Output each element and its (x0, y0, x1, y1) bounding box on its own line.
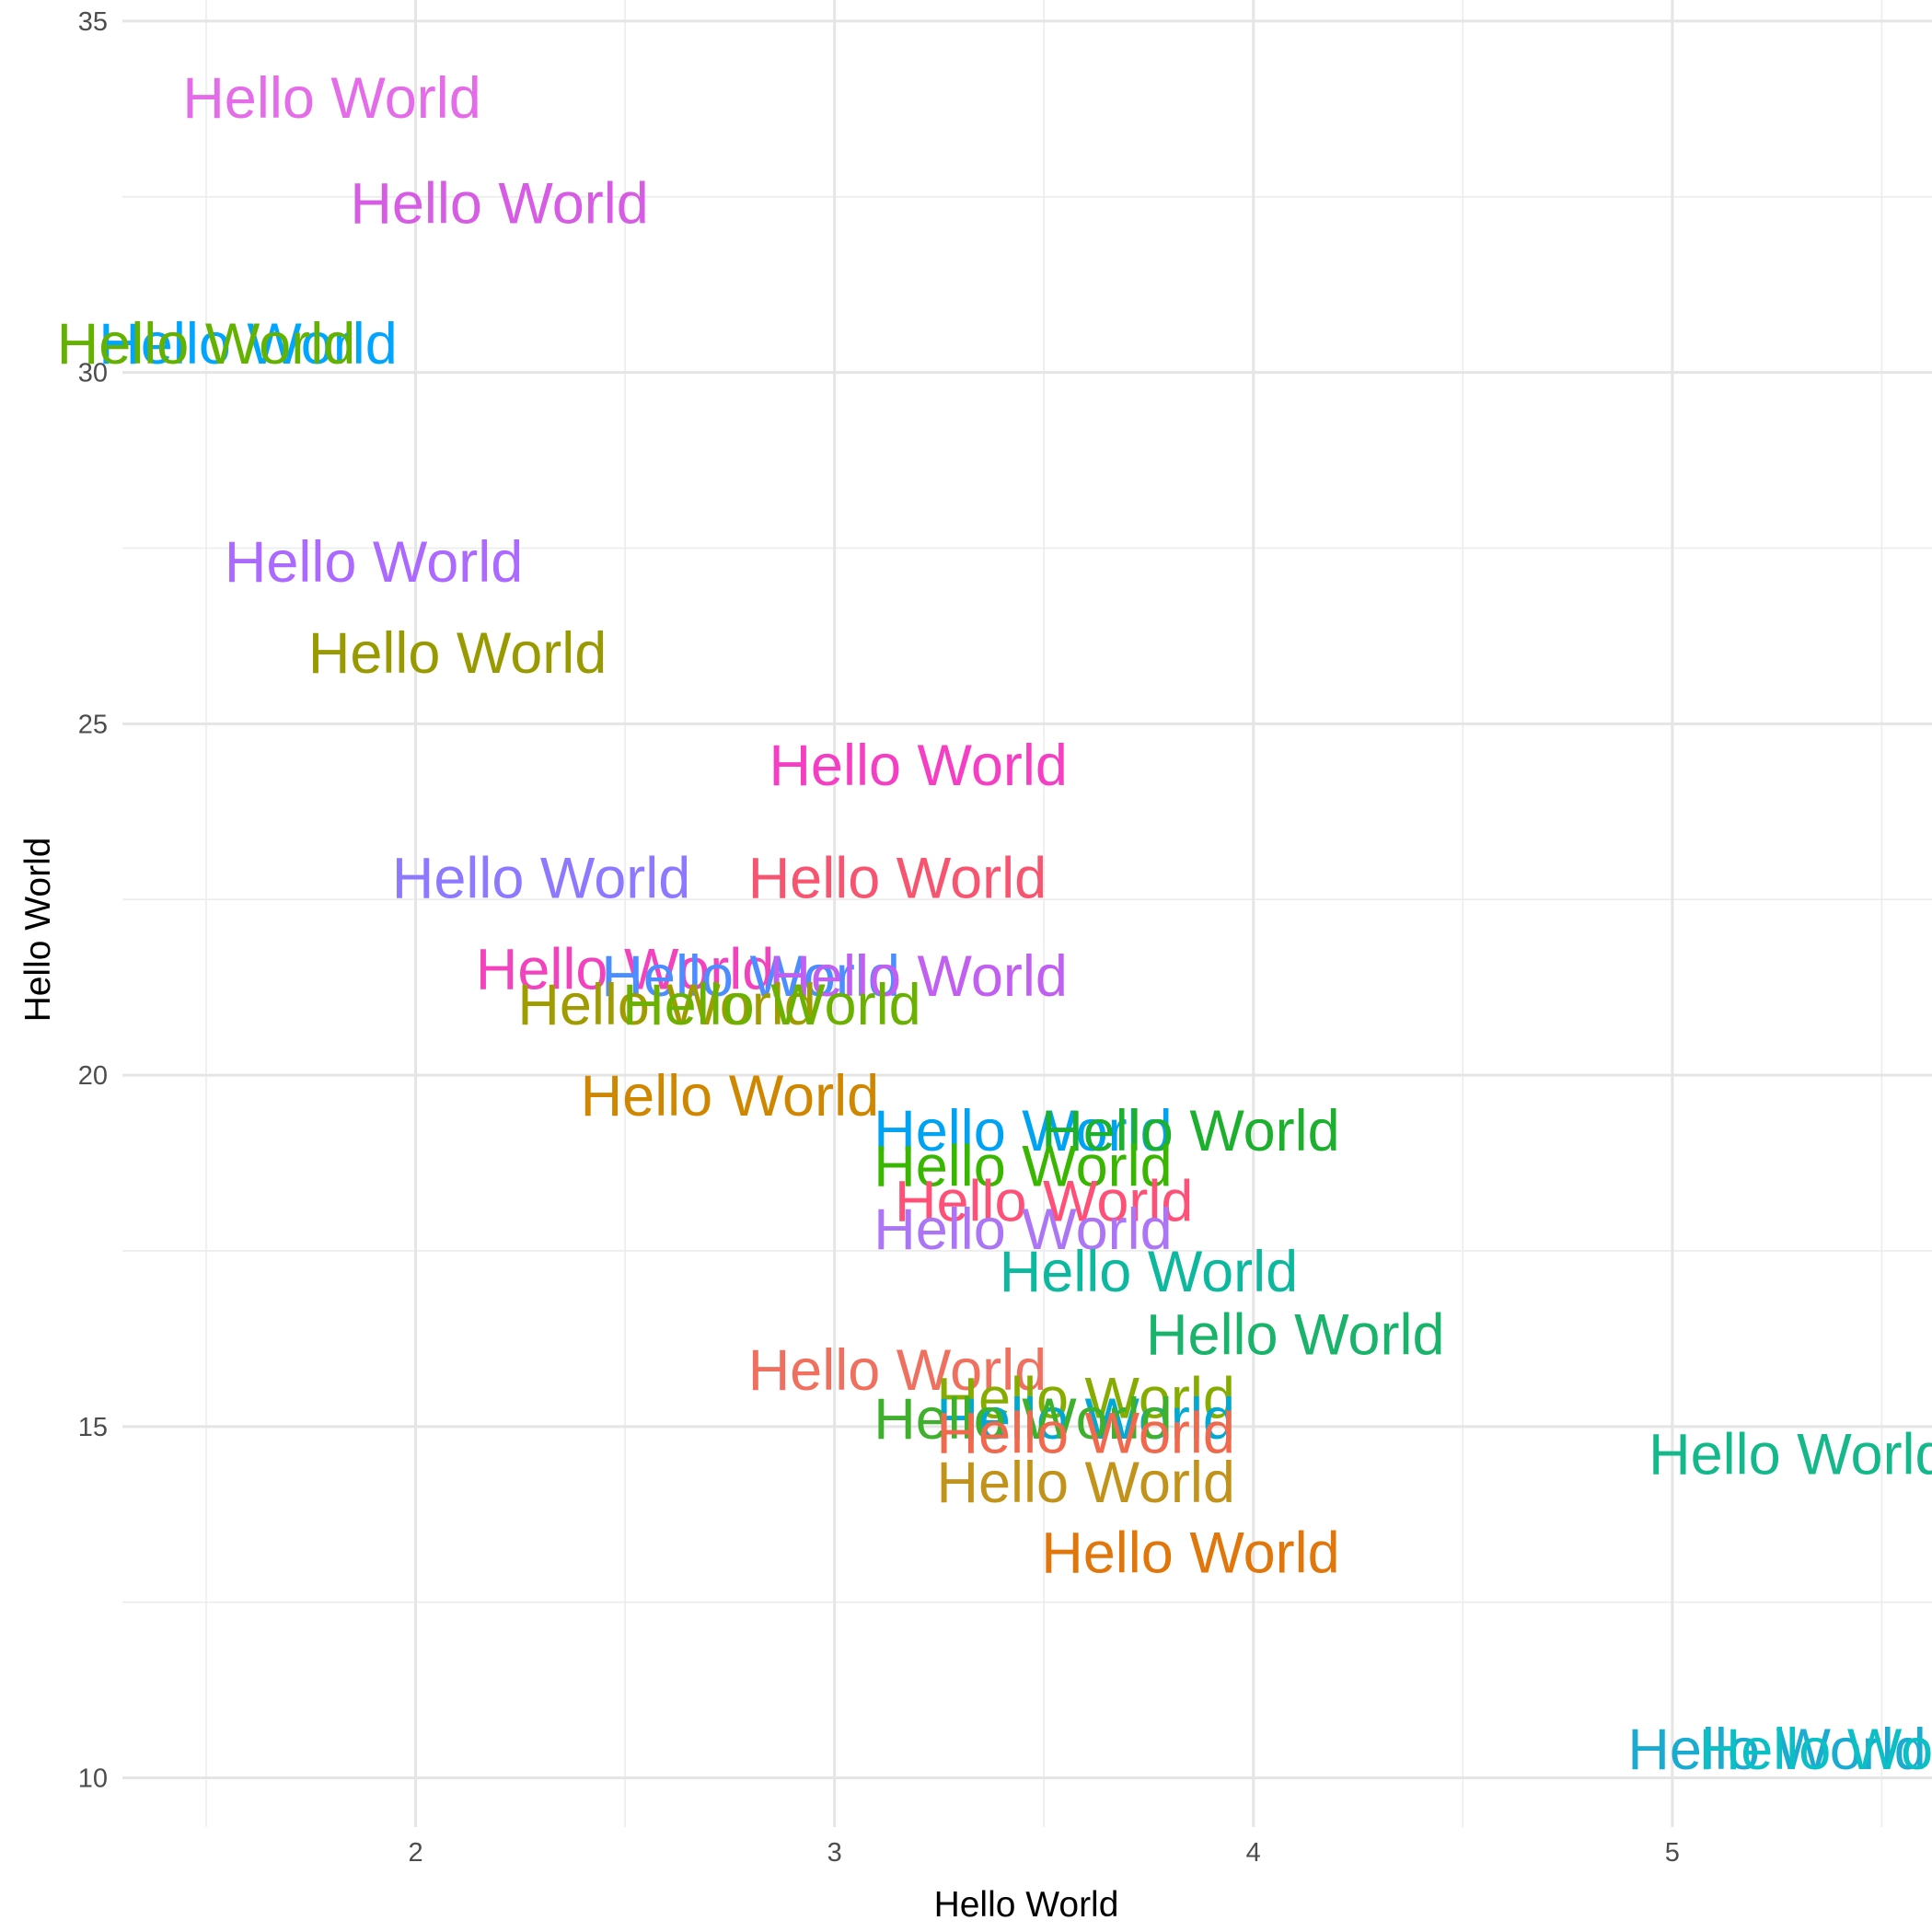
point-label: Hello World (748, 846, 1047, 910)
point-label: Hello World (1041, 1099, 1339, 1163)
minor-gridlines (122, 0, 1932, 1827)
y-tick-label: 15 (78, 1413, 108, 1442)
x-tick-label: 5 (1665, 1838, 1680, 1868)
point-label: Hello World (769, 944, 1067, 1009)
point-label: Hello World (1041, 1521, 1339, 1585)
x-axis-title: Hello World (934, 1885, 1119, 1925)
point-label: Hello World (873, 1134, 1172, 1198)
y-tick-label: 30 (78, 359, 108, 388)
point-label: Hello World (581, 1064, 879, 1128)
point-label: Hello World (1699, 1718, 1932, 1782)
y-axis-tick-labels: 10 15 20 25 30 35 (78, 7, 108, 1794)
point-label: Hello World (873, 1197, 1172, 1262)
y-tick-label: 35 (78, 7, 108, 37)
point-label: Hello World (476, 938, 774, 1002)
point-label: Hello World (601, 944, 899, 1009)
point-label: Hello World (392, 846, 690, 910)
y-tick-label: 20 (78, 1061, 108, 1091)
point-label: Hello World (1000, 1240, 1298, 1304)
point-label: Hello World (517, 973, 816, 1037)
point-label: Hello World (1146, 1303, 1444, 1368)
y-axis-title: Hello World (18, 838, 58, 1023)
point-label: Hello World (1649, 1422, 1932, 1487)
point-label: Hello World (350, 171, 648, 236)
point-label: Hello World (873, 1099, 1172, 1163)
y-tick-label: 10 (78, 1764, 108, 1794)
point-label: Hello World (936, 1401, 1234, 1465)
point-label: Hello World (622, 973, 920, 1037)
point-label: Hello World (895, 1170, 1193, 1234)
x-axis-tick-labels: 2 3 4 5 (408, 1838, 1679, 1868)
point-label: Hello World (936, 1366, 1234, 1430)
x-tick-label: 4 (1246, 1838, 1261, 1868)
point-label: Hello World (936, 1387, 1234, 1452)
point-label: Hello World (182, 66, 480, 131)
point-label: Hello World (748, 1338, 1047, 1403)
point-label: Hello World (936, 1451, 1234, 1515)
point-label: Hello World (225, 530, 523, 595)
y-tick-label: 25 (78, 710, 108, 739)
point-label: Hello World (98, 312, 397, 376)
point-label: Hello World (57, 312, 355, 376)
point-label: Hello World (769, 734, 1067, 798)
point-label: Hello World (308, 621, 607, 686)
x-tick-label: 2 (408, 1838, 422, 1868)
point-label: Hello World (1627, 1718, 1926, 1782)
point-label: Hello World (873, 1387, 1172, 1452)
x-tick-label: 3 (827, 1838, 842, 1868)
major-gridlines (122, 0, 1932, 1827)
